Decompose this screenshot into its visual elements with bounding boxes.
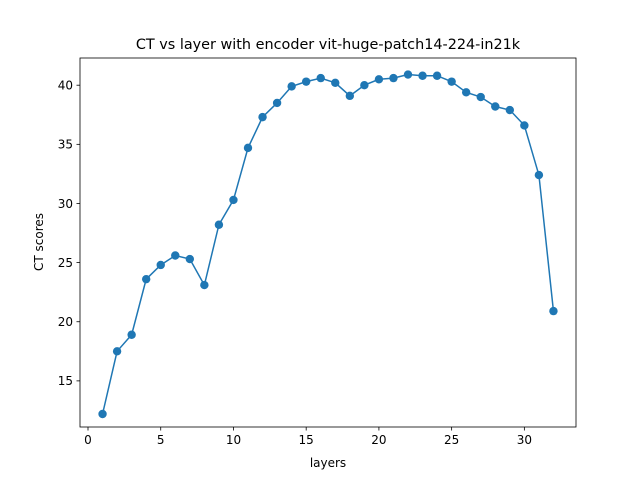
data-point [98,409,107,419]
data-point [331,78,340,88]
y-axis-label: CT scores [32,213,46,271]
data-point [185,254,195,264]
data-point [127,330,136,339]
data-point [360,81,369,90]
data-point [258,112,267,122]
chart-title: CT vs layer with encoder vit-huge-patch1… [136,37,521,53]
data-point [345,91,355,101]
data-point [243,143,253,153]
data-point [112,347,122,356]
data-point [505,105,515,115]
data-point [534,170,544,180]
axes-frame [79,57,577,428]
data-point [141,274,151,284]
x-tick-label: 25 [444,433,459,447]
data-point [301,77,311,86]
data-point [447,77,456,86]
x-axis-label: layers [310,456,346,470]
data-point [287,82,296,91]
x-tick-label: 10 [226,433,241,447]
y-tick-label: 40 [58,79,73,93]
data-point [403,70,413,79]
plot-area [79,57,577,428]
data-point [461,88,471,97]
data-point [491,102,500,111]
data-point [476,92,485,102]
x-tick-label: 20 [371,433,386,447]
data-point [389,73,398,83]
axis-ticks: 0 5 10 15 20 25 30 15 20 25 30 35 40 [58,79,532,447]
data-point [272,98,282,108]
y-tick-label: 20 [58,315,73,329]
y-tick-label: 25 [58,256,73,270]
x-tick-label: 5 [157,433,165,447]
data-point [374,75,384,84]
y-tick-label: 15 [58,374,73,388]
data-point [171,251,180,260]
data-point [432,71,442,80]
y-tick-label: 30 [58,197,73,211]
data-point [156,260,165,270]
data-point [229,195,238,205]
x-tick-label: 30 [517,433,532,447]
data-point [418,71,427,80]
data-point [316,73,325,83]
x-tick-label: 0 [84,433,92,447]
x-tick-label: 15 [299,433,314,447]
data-point [549,306,558,316]
data-point [200,280,209,290]
data-point [520,121,529,130]
data-point [214,220,224,229]
y-tick-label: 35 [58,138,73,152]
